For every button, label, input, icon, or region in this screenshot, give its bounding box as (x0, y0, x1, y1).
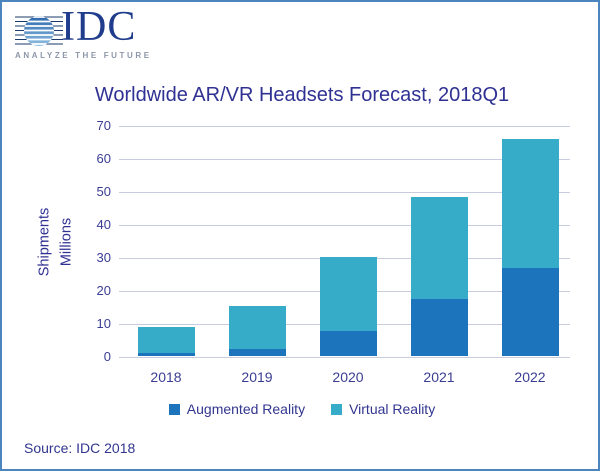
source-note: Source: IDC 2018 (24, 440, 136, 456)
y-tick-label-40: 40 (96, 217, 111, 232)
gridline-50: 50 (97, 184, 570, 199)
chart-title: Worldwide AR/VR Headsets Forecast, 2018Q… (94, 84, 510, 106)
bar-segment-augmented-reality-2022 (501, 267, 559, 356)
y-tick-label-60: 60 (96, 151, 111, 166)
y-tick-label-70: 70 (96, 118, 111, 133)
y-tick-label-30: 30 (96, 250, 111, 265)
bar-segment-augmented-reality-2020 (319, 331, 377, 356)
bar-segment-virtual-reality-2022 (501, 138, 559, 268)
y-axis-label-line1: Shipments (36, 207, 53, 277)
bar-segment-virtual-reality-2020 (319, 257, 377, 332)
bar-group-2021 (410, 196, 468, 356)
x-tick-label-2019: 2019 (241, 369, 273, 385)
bar-group-2022 (501, 138, 559, 356)
x-tick-label-2018: 2018 (150, 369, 182, 385)
legend-swatch-virtual-reality (331, 403, 343, 415)
y-tick-label-20: 20 (96, 283, 111, 298)
bar-segment-augmented-reality-2019 (228, 348, 286, 356)
y-tick-label-0: 0 (103, 349, 111, 364)
legend-label-augmented-reality: Augmented Reality (186, 401, 306, 417)
gridline-60: 60 (97, 151, 570, 166)
bar-segment-virtual-reality-2019 (228, 305, 286, 349)
brand-tagline: ANALYZE THE FUTURE (15, 51, 152, 60)
bar-segment-augmented-reality-2018 (137, 353, 195, 356)
x-tick-label-2020: 2020 (332, 369, 364, 385)
bar-segment-virtual-reality-2021 (410, 196, 468, 300)
brand-text: IDC (61, 4, 137, 50)
legend: Augmented Reality Virtual Reality (2, 401, 600, 417)
y-tick-label-50: 50 (96, 184, 111, 199)
x-tick-label-2022: 2022 (514, 369, 546, 385)
gridline-40: 40 (97, 217, 570, 232)
idc-logo: IDC ANALYZE THE FUTURE (12, 4, 182, 64)
gridline-0: 0 (104, 349, 570, 364)
bar-group-2020 (319, 257, 377, 356)
bar-group-2018 (137, 326, 195, 356)
bar-segment-virtual-reality-2018 (137, 326, 195, 354)
legend-label-virtual-reality: Virtual Reality (349, 401, 436, 417)
legend-item-virtual-reality: Virtual Reality (331, 401, 435, 417)
legend-swatch-augmented-reality (168, 403, 180, 415)
bar-segment-augmented-reality-2021 (410, 299, 468, 356)
idc-globe-icon (15, 16, 63, 46)
bar-group-2019 (228, 305, 286, 356)
gridline-70: 70 (97, 118, 570, 133)
legend-item-augmented-reality: Augmented Reality (168, 401, 306, 417)
plot-area: 0 10 20 30 40 50 60 70 2018 2019 2020 2021 2022 (97, 118, 570, 385)
x-tick-label-2021: 2021 (423, 369, 455, 385)
y-tick-label-10: 10 (96, 316, 111, 331)
